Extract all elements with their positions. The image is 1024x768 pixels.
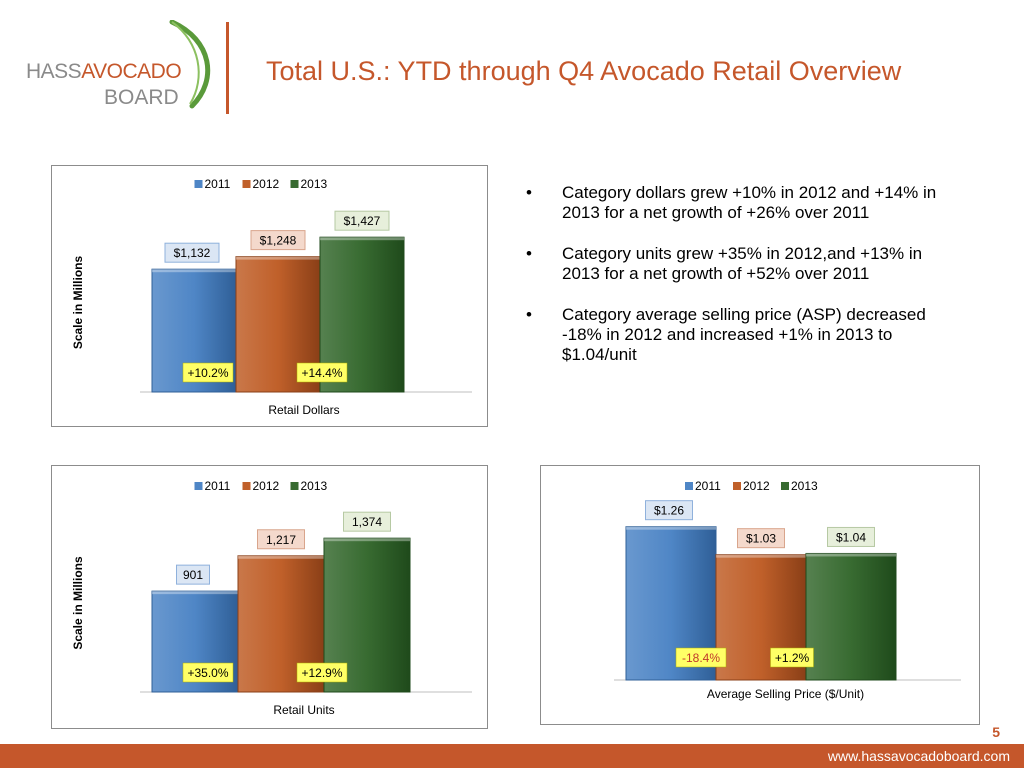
legend-swatch-2013 xyxy=(290,482,299,490)
legend-swatch-2012 xyxy=(733,482,741,490)
data-label: 1,217 xyxy=(266,533,296,547)
x-axis-label: Retail Dollars xyxy=(268,403,339,417)
data-label-box xyxy=(250,230,306,251)
bar-highlight xyxy=(152,269,236,273)
legend-swatch-2011 xyxy=(194,482,203,490)
growth-label-box xyxy=(182,662,234,683)
growth-label: +14.4% xyxy=(301,366,342,380)
retail-dollars-chart-svg: 2011 2012 2013 $1,132 $1,248 $1,427 +10.2% +14.… xyxy=(71,177,472,417)
x-axis-label: Retail Units xyxy=(273,703,334,717)
y-axis-label: Scale in Millions xyxy=(71,255,85,349)
bar-2013 xyxy=(805,552,897,681)
legend-swatch-2013 xyxy=(781,482,789,490)
legend-label-2012: 2012 xyxy=(253,479,280,493)
bar-highlight xyxy=(324,538,410,542)
data-label: $1,248 xyxy=(260,234,297,248)
data-label-box xyxy=(257,529,305,550)
data-label: $1,132 xyxy=(174,246,211,260)
data-label-box xyxy=(176,564,210,585)
bar-highlight xyxy=(626,526,716,530)
legend-swatch-2013 xyxy=(290,180,299,188)
bullet-item: Category average selling price (ASP) dec… xyxy=(520,305,960,365)
header-divider xyxy=(226,22,229,114)
data-label-box xyxy=(343,511,391,532)
bar-highlight xyxy=(716,554,806,558)
growth-label-box xyxy=(296,362,348,383)
legend-label-2012: 2012 xyxy=(743,479,770,493)
bar-highlight xyxy=(320,237,404,241)
growth-label-box xyxy=(296,662,348,683)
hass-avocado-board-logo: HASSAVOCADO BOARD xyxy=(22,20,222,115)
bar-highlight xyxy=(238,555,324,559)
data-label-box xyxy=(827,526,875,547)
bar-highlight xyxy=(152,591,238,595)
legend-swatch-2011 xyxy=(685,482,693,490)
data-label: 1,374 xyxy=(352,515,382,529)
data-label-box xyxy=(737,528,785,549)
data-label: $1.04 xyxy=(836,530,866,544)
chart-legend: 2011 2012 2013 xyxy=(685,479,818,493)
retail-units-chart-svg: 2011 2012 2013 901 1,217 1,374 +35.0% +12.9% Ret… xyxy=(71,479,472,717)
legend-label-2011: 2011 xyxy=(205,479,231,493)
footer-url[interactable]: www.hassavocadoboard.com xyxy=(827,748,1010,764)
legend-swatch-2011 xyxy=(194,180,203,188)
legend-label-2011: 2011 xyxy=(205,177,231,191)
logo-text-line1: HASSAVOCADO xyxy=(26,60,182,83)
legend-swatch-2012 xyxy=(242,180,251,188)
data-label: $1,427 xyxy=(344,214,381,228)
logo-text-line2: BOARD xyxy=(104,86,179,109)
growth-label-box xyxy=(182,362,234,383)
avocado-leaf-icon xyxy=(169,20,211,109)
retail-dollars-chart: 2011 2012 2013 $1,132 $1,248 $1,427 +10.2% +14.… xyxy=(51,165,488,427)
legend-label-2013: 2013 xyxy=(301,479,328,493)
bar-highlight xyxy=(806,553,896,557)
legend-swatch-2012 xyxy=(242,482,251,490)
summary-bullets: Category dollars grew +10% in 2012 and +… xyxy=(520,183,960,386)
legend-label-2012: 2012 xyxy=(253,177,280,191)
data-label: $1.03 xyxy=(746,532,776,546)
legend-label-2011: 2011 xyxy=(695,479,721,493)
page-title: Total U.S.: YTD through Q4 Avocado Retai… xyxy=(266,56,902,86)
data-label-box xyxy=(334,210,390,231)
growth-label: +12.9% xyxy=(301,666,342,680)
growth-label-box xyxy=(770,647,814,668)
data-label: $1.26 xyxy=(654,504,684,518)
growth-label: +10.2% xyxy=(187,366,228,380)
data-label-box xyxy=(164,242,220,263)
bar-2013 xyxy=(319,236,405,393)
y-axis-label: Scale in Millions xyxy=(71,556,85,650)
x-axis-label: Average Selling Price ($/Unit) xyxy=(707,687,864,701)
bar-highlight xyxy=(236,256,320,260)
legend-label-2013: 2013 xyxy=(791,479,818,493)
chart-legend: 2011 2012 2013 xyxy=(194,479,328,493)
bullet-item: Category units grew +35% in 2012,and +13… xyxy=(520,244,960,284)
footer-bar: www.hassavocadoboard.com xyxy=(0,744,1024,768)
retail-units-chart: 2011 2012 2013 901 1,217 1,374 +35.0% +12.9% Ret… xyxy=(51,465,488,729)
growth-label: +1.2% xyxy=(775,651,810,665)
average-selling-price-chart: 2011 2012 2013 $1.26 $1.03 $1.04 -18.4% +1.2% Av… xyxy=(540,465,980,725)
average-selling-price-chart-svg: 2011 2012 2013 $1.26 $1.03 $1.04 -18.4% +1.2% Av… xyxy=(614,479,961,701)
bullet-item: Category dollars grew +10% in 2012 and +… xyxy=(520,183,960,223)
legend-label-2013: 2013 xyxy=(301,177,328,191)
growth-label-box xyxy=(675,647,727,668)
growth-label: +35.0% xyxy=(187,666,228,680)
data-label-box xyxy=(645,500,693,521)
page-number: 5 xyxy=(992,724,1000,740)
growth-label: -18.4% xyxy=(682,651,720,665)
data-label: 901 xyxy=(183,568,203,582)
chart-legend: 2011 2012 2013 xyxy=(194,177,328,191)
